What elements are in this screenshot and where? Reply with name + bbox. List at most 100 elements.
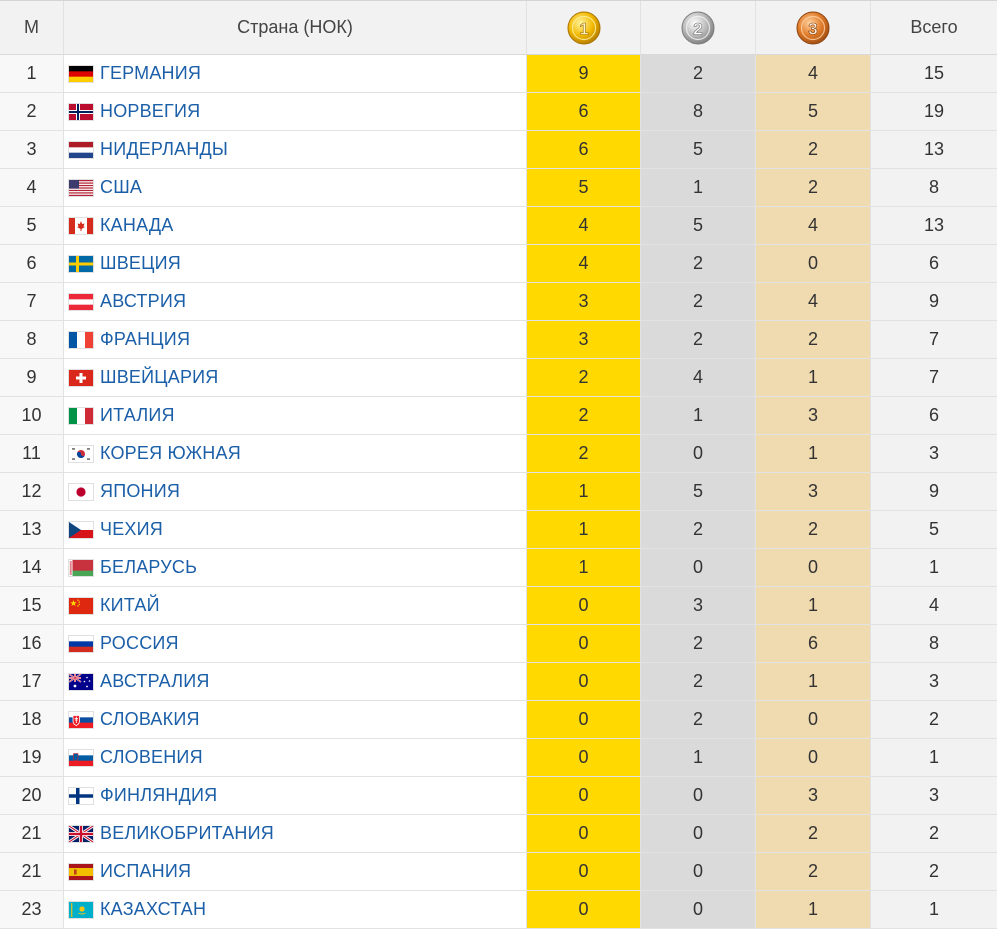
country-link[interactable]: СЛОВЕНИЯ: [100, 747, 203, 767]
country-link[interactable]: ЯПОНИЯ: [100, 481, 181, 501]
table-row: 12 ЯПОНИЯ 1 5 3 9: [0, 473, 997, 511]
silver-count: 5: [641, 131, 756, 169]
silver-count: 2: [641, 511, 756, 549]
rank-cell: 20: [0, 777, 64, 815]
bronze-count: 3: [756, 473, 871, 511]
table-header: М Страна (НОК) 1 2 3: [0, 1, 997, 55]
rank-cell: 21: [0, 815, 64, 853]
country-link[interactable]: ЧЕХИЯ: [100, 519, 163, 539]
header-bronze[interactable]: 3: [756, 1, 871, 55]
country-link[interactable]: НОРВЕГИЯ: [100, 101, 201, 121]
country-link[interactable]: КОРЕЯ ЮЖНАЯ: [100, 443, 241, 463]
silver-count: 0: [641, 853, 756, 891]
country-cell: США: [64, 169, 527, 207]
rank-cell: 13: [0, 511, 64, 549]
gold-count: 1: [527, 511, 641, 549]
total-count: 3: [871, 777, 997, 815]
country-cell: ФИНЛЯНДИЯ: [64, 777, 527, 815]
country-cell: РОССИЯ: [64, 625, 527, 663]
country-cell: КАЗАХСТАН: [64, 891, 527, 929]
rank-cell: 7: [0, 283, 64, 321]
rank-cell: 6: [0, 245, 64, 283]
silver-count: 2: [641, 321, 756, 359]
header-rank[interactable]: М: [0, 1, 64, 55]
header-total[interactable]: Всего: [871, 1, 997, 55]
gold-count: 6: [527, 93, 641, 131]
country-link[interactable]: США: [100, 177, 143, 197]
bronze-count: 3: [756, 397, 871, 435]
country-cell: ИТАЛИЯ: [64, 397, 527, 435]
header-country[interactable]: Страна (НОК): [64, 1, 527, 55]
bronze-count: 0: [756, 549, 871, 587]
total-count: 9: [871, 473, 997, 511]
gold-count: 0: [527, 815, 641, 853]
table-row: 21 ИСПАНИЯ 0 0 2 2: [0, 853, 997, 891]
silver-medal-icon: 2: [681, 11, 715, 44]
flag-gb-icon: [69, 825, 93, 842]
country-link[interactable]: ИТАЛИЯ: [100, 405, 175, 425]
total-count: 4: [871, 587, 997, 625]
silver-count: 1: [641, 739, 756, 777]
country-cell: НОРВЕГИЯ: [64, 93, 527, 131]
table-row: 16 РОССИЯ 0 2 6 8: [0, 625, 997, 663]
country-link[interactable]: СЛОВАКИЯ: [100, 709, 200, 729]
bronze-count: 2: [756, 511, 871, 549]
bronze-count: 2: [756, 321, 871, 359]
flag-ru-icon: [69, 635, 93, 652]
total-count: 1: [871, 739, 997, 777]
total-count: 5: [871, 511, 997, 549]
country-link[interactable]: ФИНЛЯНДИЯ: [100, 785, 218, 805]
silver-count: 5: [641, 473, 756, 511]
country-link[interactable]: РОССИЯ: [100, 633, 179, 653]
rank-cell: 21: [0, 853, 64, 891]
total-count: 13: [871, 207, 997, 245]
table-row: 5 КАНАДА 4 5 4 13: [0, 207, 997, 245]
country-link[interactable]: КАЗАХСТАН: [100, 899, 207, 919]
table-row: 3 НИДЕРЛАНДЫ 6 5 2 13: [0, 131, 997, 169]
gold-count: 0: [527, 663, 641, 701]
gold-count: 1: [527, 473, 641, 511]
gold-count: 4: [527, 207, 641, 245]
country-link[interactable]: ФРАНЦИЯ: [100, 329, 191, 349]
country-cell: ШВЕЙЦАРИЯ: [64, 359, 527, 397]
bronze-count: 1: [756, 663, 871, 701]
country-link[interactable]: ШВЕЦИЯ: [100, 253, 181, 273]
gold-count: 0: [527, 739, 641, 777]
country-link[interactable]: АВСТРАЛИЯ: [100, 671, 210, 691]
table-row: 19 СЛОВЕНИЯ 0 1 0 1: [0, 739, 997, 777]
gold-count: 0: [527, 891, 641, 929]
table-row: 6 ШВЕЦИЯ 4 2 0 6: [0, 245, 997, 283]
header-silver[interactable]: 2: [641, 1, 756, 55]
country-link[interactable]: ИСПАНИЯ: [100, 861, 192, 881]
country-cell: АВСТРИЯ: [64, 283, 527, 321]
country-link[interactable]: ВЕЛИКОБРИТАНИЯ: [100, 823, 274, 843]
country-link[interactable]: АВСТРИЯ: [100, 291, 187, 311]
country-cell: ИСПАНИЯ: [64, 853, 527, 891]
silver-count: 0: [641, 815, 756, 853]
header-gold[interactable]: 1: [527, 1, 641, 55]
rank-cell: 16: [0, 625, 64, 663]
bronze-count: 2: [756, 131, 871, 169]
total-count: 15: [871, 55, 997, 93]
country-link[interactable]: КИТАЙ: [100, 595, 160, 615]
country-link[interactable]: ГЕРМАНИЯ: [100, 63, 202, 83]
silver-count: 0: [641, 435, 756, 473]
table-row: 20 ФИНЛЯНДИЯ 0 0 3 3: [0, 777, 997, 815]
table-row: 2 НОРВЕГИЯ 6 8 5 19: [0, 93, 997, 131]
country-cell: БЕЛАРУСЬ: [64, 549, 527, 587]
total-count: 3: [871, 435, 997, 473]
country-link[interactable]: НИДЕРЛАНДЫ: [100, 139, 229, 159]
gold-count: 0: [527, 777, 641, 815]
country-link[interactable]: КАНАДА: [100, 215, 174, 235]
table-row: 11 КОРЕЯ ЮЖНАЯ 2 0 1 3: [0, 435, 997, 473]
gold-count: 1: [527, 549, 641, 587]
bronze-count: 5: [756, 93, 871, 131]
country-link[interactable]: ШВЕЙЦАРИЯ: [100, 367, 219, 387]
country-cell: АВСТРАЛИЯ: [64, 663, 527, 701]
bronze-count: 2: [756, 815, 871, 853]
gold-count: 6: [527, 131, 641, 169]
country-link[interactable]: БЕЛАРУСЬ: [100, 557, 198, 577]
silver-count: 8: [641, 93, 756, 131]
silver-count: 4: [641, 359, 756, 397]
